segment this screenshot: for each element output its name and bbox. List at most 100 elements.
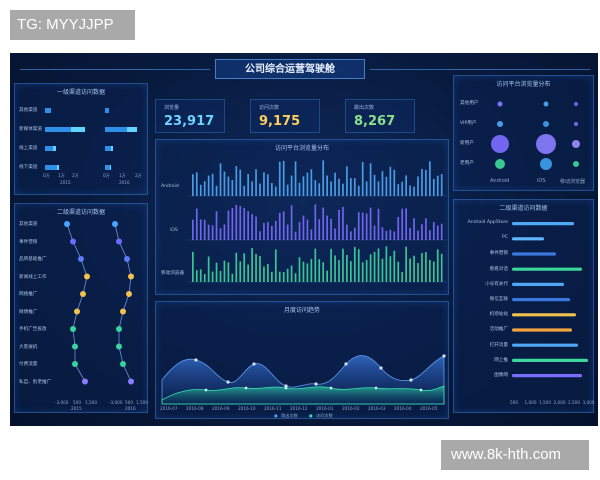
platform-bar bbox=[267, 221, 269, 240]
page-title: 公司综合运营驾驶舱 bbox=[215, 59, 365, 79]
level1-bar bbox=[57, 165, 59, 170]
trend-point bbox=[284, 384, 288, 388]
platform-bar bbox=[409, 258, 411, 282]
platform-bar bbox=[353, 227, 356, 240]
platform-bar bbox=[397, 216, 400, 240]
platform-bar bbox=[432, 261, 435, 282]
panel-rank-title: 二级渠道访问数据 bbox=[499, 205, 548, 212]
platform-bar bbox=[290, 175, 293, 196]
level1-row-label: 线上渠道 bbox=[19, 146, 38, 151]
ranking-tick: 2,500 bbox=[568, 400, 580, 405]
ranking-row-label: 看看对话 bbox=[489, 266, 508, 272]
level2-tick: 1,500 bbox=[136, 400, 148, 405]
level1-bar bbox=[111, 146, 113, 151]
ranking-bar bbox=[512, 222, 574, 226]
platform-bar bbox=[318, 219, 321, 240]
trend-point bbox=[194, 358, 198, 362]
platform-bar bbox=[247, 174, 249, 196]
level2-dot bbox=[72, 343, 78, 350]
watermark-bottom: www.8k-hth.com bbox=[441, 440, 589, 470]
platform-bar bbox=[334, 228, 336, 240]
platform-bar bbox=[405, 246, 407, 282]
platform-bar bbox=[286, 224, 289, 240]
bubble bbox=[543, 101, 549, 107]
trend-point bbox=[244, 386, 248, 390]
level1-tick: 0万 bbox=[43, 173, 50, 178]
level2-dot bbox=[70, 326, 76, 332]
level2-dot bbox=[78, 256, 84, 262]
platform-bar bbox=[346, 255, 348, 282]
platform-bar bbox=[342, 183, 344, 196]
level2-row-label: 事件营销 bbox=[19, 239, 38, 245]
platform-bar bbox=[267, 263, 269, 282]
platform-bar bbox=[298, 257, 301, 282]
platform-bar bbox=[239, 206, 242, 240]
platform-bar bbox=[381, 258, 384, 282]
platform-bar bbox=[278, 212, 281, 240]
kpi-card-bounces: 跳出次数 8,267 bbox=[345, 99, 415, 133]
platform-bar bbox=[251, 181, 253, 196]
platform-bar bbox=[310, 169, 313, 196]
level2-series-line bbox=[114, 223, 132, 382]
platform-bar bbox=[334, 172, 336, 196]
platform-bar bbox=[357, 185, 360, 196]
platform-bar bbox=[302, 176, 305, 196]
platform-bar bbox=[290, 265, 293, 282]
platform-bar bbox=[203, 219, 206, 240]
trend-point bbox=[379, 366, 383, 370]
level2-dot bbox=[64, 221, 70, 227]
bubble bbox=[540, 158, 552, 170]
platform-bar bbox=[271, 183, 273, 196]
platform-bar bbox=[302, 215, 305, 240]
level1-year: 2016 bbox=[119, 180, 130, 185]
platform-bar bbox=[223, 224, 226, 240]
panel-channel-ranking: 二级渠道访问数据 Android AppStore PC 事件营销 看看对话 小号有关代… bbox=[453, 199, 595, 413]
level1-bar bbox=[45, 165, 57, 170]
platform-bar bbox=[322, 262, 325, 282]
platform-bar bbox=[235, 166, 238, 196]
kpi-label: 访问次数 bbox=[259, 105, 280, 111]
level2-tick: -3,000 bbox=[109, 400, 123, 405]
level2-dot bbox=[116, 326, 122, 332]
platform-bar bbox=[409, 227, 411, 240]
trend-point bbox=[374, 386, 378, 390]
platform-bar bbox=[263, 222, 265, 240]
trend-point bbox=[344, 362, 348, 366]
platform-bar bbox=[239, 261, 242, 282]
panel-platform-title: 访问平台浏览量分布 bbox=[274, 145, 329, 152]
platform-bar bbox=[243, 207, 246, 240]
platform-bar bbox=[306, 172, 309, 196]
platform-bar bbox=[259, 231, 261, 240]
level2-dot bbox=[116, 238, 122, 245]
platform-bar bbox=[267, 174, 269, 196]
platform-bar bbox=[219, 228, 222, 240]
platform-bar bbox=[436, 249, 439, 282]
level1-row-label: 其他渠道 bbox=[19, 108, 38, 113]
platform-bar bbox=[306, 263, 309, 282]
level1-bar bbox=[105, 165, 110, 170]
platform-bar-chart bbox=[188, 160, 446, 283]
ranking-bar bbox=[512, 237, 544, 241]
platform-bar bbox=[389, 229, 392, 240]
ranking-row-label: 小号有关代 bbox=[485, 281, 508, 287]
platform-bar bbox=[195, 172, 198, 196]
panel-level1-title: 一级渠道访问数据 bbox=[56, 89, 105, 96]
level2-tick: 500 bbox=[73, 400, 81, 405]
ranking-row-label: 活动推广 bbox=[489, 327, 508, 333]
bubble-col-label: 移动浏览器 bbox=[560, 179, 586, 185]
panel-monthly-trend: 月度访问趋势 2016-07 2016-08 2016-09 2016-10 2016-… bbox=[155, 301, 449, 419]
trend-month-label: 2016-12 bbox=[290, 406, 308, 411]
dashboard: 公司综合运营驾驶舱 一级渠道访问数据 其他渠道 新媒体渠道 线上渠道 线下渠道 … bbox=[10, 53, 598, 426]
trend-legend-bounces: 跳出次数 bbox=[281, 413, 298, 418]
level1-tick: 2万 bbox=[72, 173, 79, 178]
ranking-bar bbox=[512, 267, 582, 271]
level2-dot-chart bbox=[64, 221, 134, 385]
platform-bar bbox=[192, 174, 194, 196]
platform-bar bbox=[298, 182, 301, 196]
level1-tick: 1万 bbox=[58, 173, 65, 178]
ranking-tick: 3,000 bbox=[582, 400, 595, 405]
level1-row-label: 新媒体渠道 bbox=[19, 127, 42, 132]
ranking-row-label: 机场站站 bbox=[489, 312, 508, 318]
platform-bar bbox=[282, 160, 285, 196]
platform-bar bbox=[389, 166, 392, 196]
